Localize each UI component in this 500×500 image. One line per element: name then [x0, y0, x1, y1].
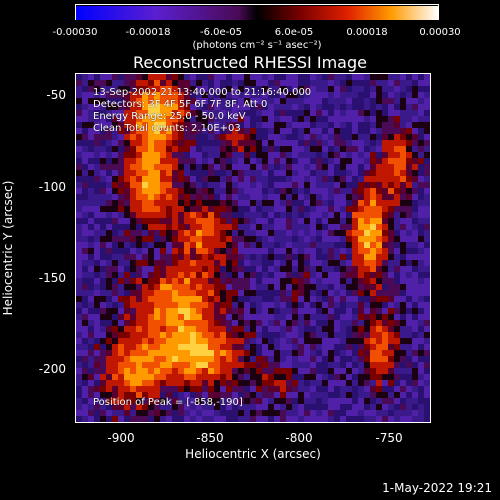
x-tick-label: -800 — [285, 431, 313, 445]
colorbar-tick: -0.00030 — [52, 27, 98, 38]
x-tick-label: -900 — [107, 431, 135, 445]
x-axis-label: Heliocentric X (arcsec) — [185, 447, 321, 461]
x-tick-label: -750 — [375, 431, 403, 445]
colorbar-tick: 0.00018 — [346, 27, 388, 38]
y-tick-label: -100 — [38, 180, 66, 194]
annotation-clean: Clean Total counts: 2.10E+03 — [93, 123, 241, 134]
colorbar-units: (photons cm⁻² s⁻¹ asec⁻²) — [192, 40, 322, 51]
colorbar — [75, 4, 439, 20]
annotation-peak-position: Position of Peak = [-858,-190] — [93, 397, 243, 408]
colorbar-tick: 0.00030 — [419, 27, 461, 38]
colorbar-tick: -6.0e-05 — [200, 27, 242, 38]
colorbar-tick: -0.00018 — [125, 27, 171, 38]
y-tick-label: -150 — [38, 271, 66, 285]
timestamp: 1-May-2022 19:21 — [382, 481, 492, 495]
colorbar-tick: 6.0e-05 — [274, 27, 314, 38]
image-title: Reconstructed RHESSI Image — [133, 53, 367, 72]
annotation-energy: Energy Range: 25.0 - 50.0 keV — [93, 111, 246, 122]
annotation-detectors: Detectors: 3F 4F 5F 6F 7F 8F, Att 0 — [93, 99, 268, 110]
x-tick-label: -850 — [196, 431, 224, 445]
y-axis-label: Heliocentric Y (arcsec) — [1, 180, 15, 316]
y-tick-label: -50 — [46, 88, 66, 102]
rhessi-image — [75, 73, 431, 423]
annotation-time-range: 13-Sep-2002 21:13:40.000 to 21:16:40.000 — [93, 87, 312, 98]
colorbar-gradient — [76, 6, 438, 20]
y-tick-label: -200 — [38, 362, 66, 376]
rhessi-heatmap — [76, 74, 430, 422]
